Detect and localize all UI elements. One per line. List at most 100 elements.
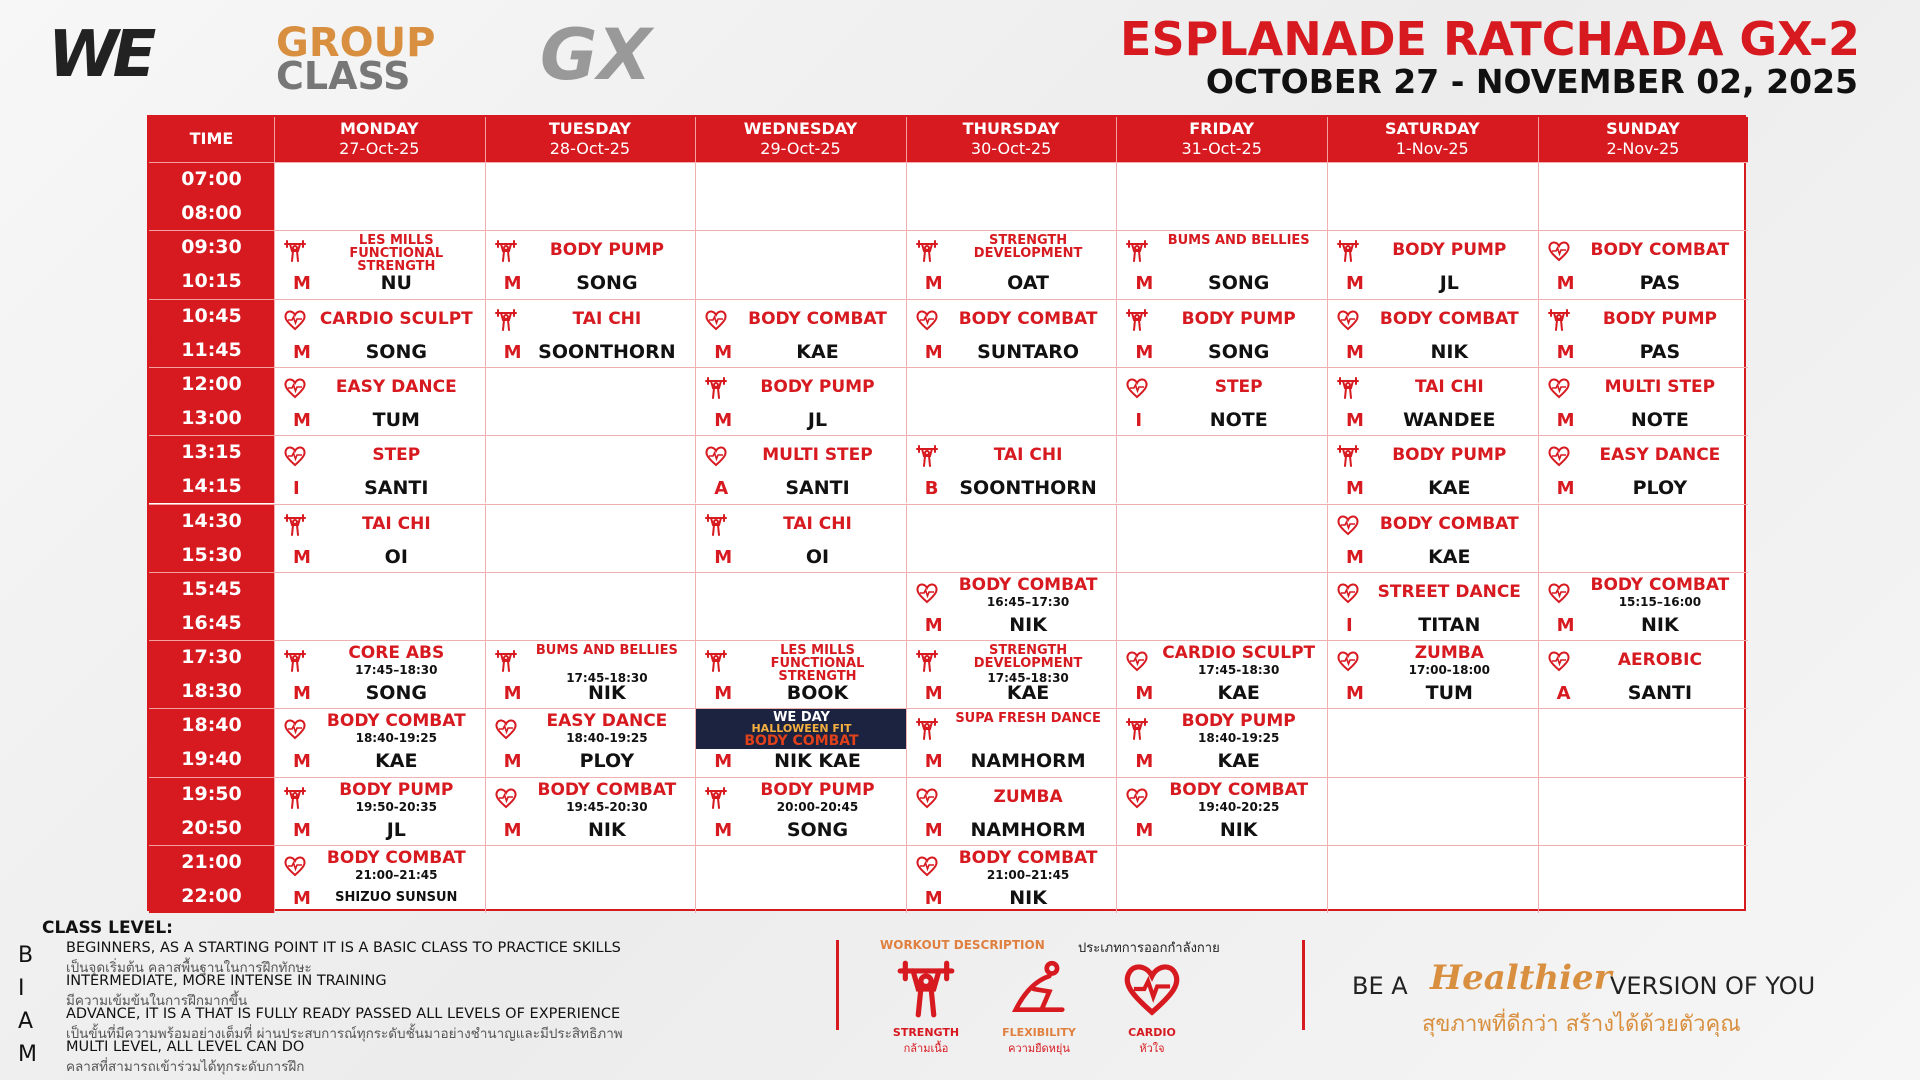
class-cell: CARDIO SCULPT 17:45-18:30 M KAE (1116, 640, 1327, 709)
coach: SONG (1208, 272, 1270, 295)
day-name: WEDNESDAY (743, 119, 858, 138)
workout-th: กล้ามเนื้อ (903, 1042, 949, 1055)
coach: SHIZUO SUNSUN (335, 890, 458, 905)
icon-strength (1125, 308, 1149, 332)
class-level: M (714, 409, 733, 431)
class-time: 18:40-19:25 (1198, 731, 1280, 746)
icon-cardio (1336, 649, 1360, 673)
class-name: STEP (372, 445, 421, 466)
class-name: LES MILLS FUNCTIONAL STRENGTH (770, 643, 865, 685)
level-th: มีความเข้มข้นในการฝึกมากขึ้น (66, 993, 248, 1009)
class-level: M (1346, 409, 1364, 431)
class-cell: CARDIO SCULPT M SONG (274, 298, 485, 367)
class-level: M (714, 546, 733, 568)
class-level: M (924, 273, 943, 295)
schedule-table: TIME MONDAY 27-Oct-25 TUESDAY 28-Oct-25 WEDNE… (147, 115, 1749, 914)
class-level: M (1556, 478, 1575, 500)
class-cell (1116, 845, 1327, 914)
day-name: TUESDAY (548, 119, 631, 138)
class-time: 19:50-20:35 (355, 799, 437, 814)
class-cell: BODY COMBAT M PAS (1537, 230, 1749, 299)
icon-cardio (1125, 786, 1149, 810)
class-level: A (714, 478, 729, 500)
level-letter: M (18, 1042, 37, 1067)
divider (1302, 940, 1305, 1030)
class-cell: TAI CHI M OI (695, 503, 906, 572)
time-cell (149, 366, 274, 436)
time-end: 10:15 (181, 270, 242, 293)
class-cell (1116, 435, 1327, 504)
class-name: STREET DANCE (1377, 581, 1521, 602)
class-name: EASY DANCE (546, 711, 668, 732)
class-level: M (924, 683, 943, 705)
coach: NIK (1641, 613, 1679, 636)
class-level: M (1135, 683, 1154, 705)
coach: SANTI (1627, 682, 1693, 705)
coach: NIK (588, 682, 626, 705)
class-level: M (503, 273, 522, 295)
class-level: M (293, 751, 311, 773)
class-name: BUMS AND BELLIES (1167, 233, 1310, 249)
class-cell: BODY PUMP M PAS (1537, 298, 1749, 367)
class-level: M (924, 614, 943, 636)
time-cell (149, 162, 274, 231)
time-end: 20:50 (181, 816, 242, 839)
class-cell (905, 162, 1117, 231)
coach: NIK (588, 818, 626, 841)
class-name: TAI CHI (361, 513, 431, 534)
class-time: 21:00–21:45 (355, 868, 438, 882)
class-time: 19:40-20:25 (1198, 799, 1280, 814)
banner-line: HALLOWEEN FIT (751, 722, 852, 736)
coach: OI (805, 545, 830, 568)
class-level: M (924, 888, 943, 909)
slogan-pre: BE A (1352, 972, 1408, 1000)
class-cell (695, 571, 906, 641)
class-cell: STRENGTH DEVELOPMENT M OAT (905, 230, 1117, 299)
coach: PAS (1639, 340, 1681, 363)
class-cell: BODY PUMP 19:50-20:35 M JL (274, 776, 485, 845)
coach: NIK (1009, 887, 1047, 909)
icon-strength (915, 717, 939, 741)
class-cell (695, 845, 906, 914)
class-cell (1327, 845, 1538, 914)
class-level: M (293, 273, 311, 295)
class-name: BUMS AND BELLIES (535, 643, 678, 659)
class-cell: TAI CHI B SOONTHORN (905, 435, 1117, 504)
class-cell: BODY COMBAT M SUNTARO (905, 298, 1117, 367)
time-end: 16:45 (181, 611, 242, 634)
class-cell (1116, 571, 1327, 641)
day-date: 31-Oct-25 (1181, 139, 1262, 158)
class-name: CARDIO SCULPT (1162, 643, 1316, 664)
class-name: BODY COMBAT (1590, 240, 1730, 261)
divider (836, 940, 839, 1030)
class-cell: BODY COMBAT 16:45–17:30 M NIK (905, 571, 1117, 641)
class-name: BODY PUMP (1602, 308, 1717, 329)
coach: SOONTHORN (959, 477, 1097, 500)
class-time: 17:45–18:30 (355, 663, 438, 678)
class-time: 19:45-20:30 (566, 799, 648, 814)
day-date: 2-Nov-25 (1606, 139, 1680, 158)
level-letter: A (18, 1009, 34, 1034)
icon-strength (1336, 444, 1360, 468)
class-level: M (1346, 683, 1364, 705)
coach: SANTI (785, 477, 850, 500)
coach: OAT (1007, 272, 1050, 295)
class-cell: WE DAY HALLOWEEN FIT BODY COMBAT M NIK KAE (695, 708, 907, 777)
class-cell (695, 162, 906, 231)
class-level: M (924, 751, 943, 773)
icon-cardio (1336, 581, 1360, 605)
icon-cardio (494, 717, 518, 741)
time-end: 08:00 (181, 202, 242, 224)
logo-class: CLASS (276, 54, 411, 98)
level-th: เป็นจุดเริ่มต้น คลาสพื้นฐานในการฝึกทักษะ (66, 960, 312, 976)
class-level: B (924, 478, 939, 500)
time-start: 12:00 (181, 372, 242, 395)
class-name: CARDIO SCULPT (319, 308, 473, 329)
class-cell: TAI CHI M SOONTHORN (484, 298, 696, 367)
class-name: BODY PUMP (549, 240, 664, 261)
day-date: 29-Oct-25 (760, 139, 841, 158)
coach: KAE (1428, 545, 1471, 568)
time-start: 15:45 (181, 577, 242, 600)
icon-cardio (1125, 649, 1149, 673)
icon-cardio (915, 308, 939, 332)
